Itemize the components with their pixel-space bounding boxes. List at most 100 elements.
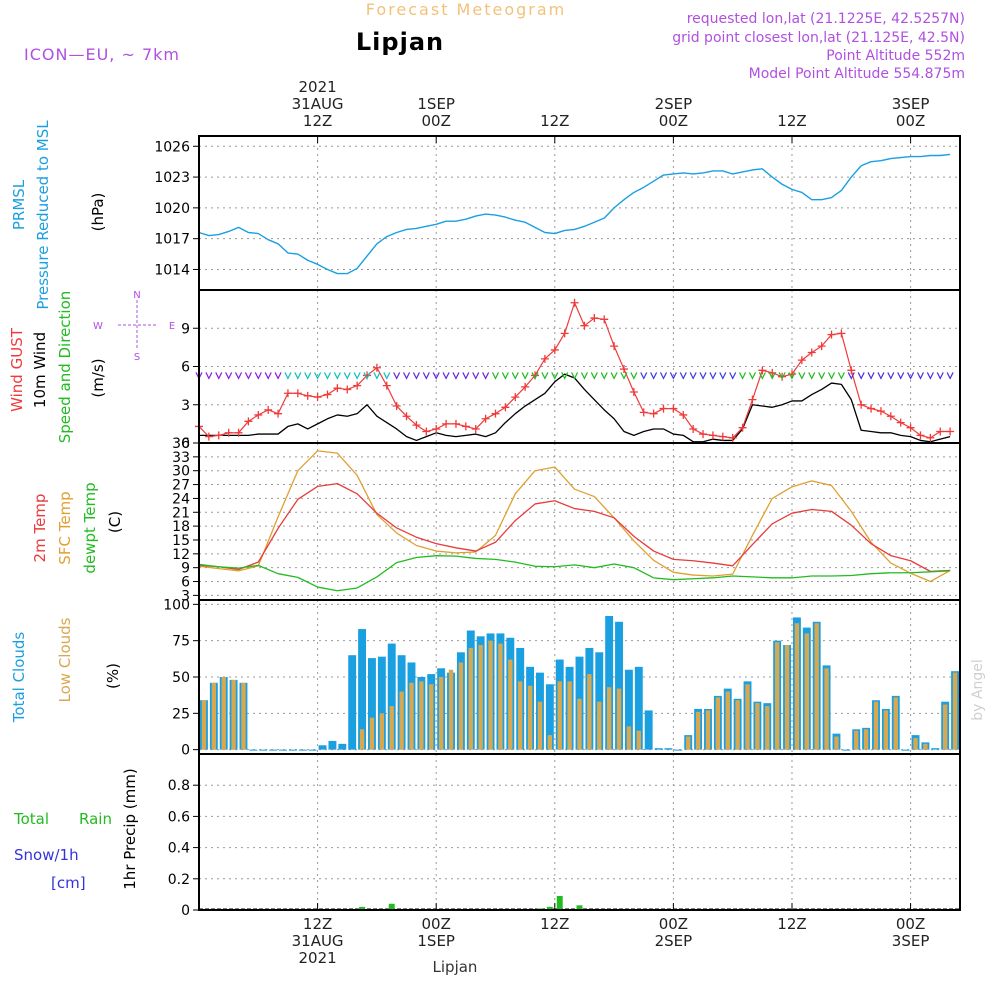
y-tick-label: 1014 xyxy=(154,262,190,278)
low-cloud-bar xyxy=(488,640,493,750)
wind-direction-arrow xyxy=(422,372,430,380)
top-time-label: 12Z xyxy=(303,112,332,130)
wind-direction-arrow xyxy=(521,372,529,380)
wind-direction-arrow xyxy=(818,372,826,380)
low-cloud-bar xyxy=(686,736,691,750)
t2m-label: 2m Temp xyxy=(31,494,49,563)
bottom-time-label: 12Z xyxy=(777,915,806,933)
wind-direction-arrow xyxy=(551,372,559,380)
gust-marker xyxy=(916,431,925,440)
low-cloud-bar xyxy=(774,642,780,750)
y-tick-label: 0.6 xyxy=(168,809,190,825)
bottom-time-label: 2SEP xyxy=(655,932,693,950)
bottom-time-label: 1SEP xyxy=(417,932,455,950)
wind-direction-arrow xyxy=(590,372,598,380)
y-tick-label: 25 xyxy=(172,706,190,722)
wind-direction-arrow xyxy=(788,372,796,380)
wind-direction-arrow xyxy=(323,372,332,380)
pressure-desc-label: Pressure Reduced to MSL xyxy=(34,120,52,310)
low-cloud-bar xyxy=(587,674,592,750)
total-clouds-label: Total Clouds xyxy=(10,632,28,724)
wind-direction-arrow xyxy=(837,372,845,380)
bottom-time-label: 00Z xyxy=(896,915,925,933)
wind-direction-arrow xyxy=(294,372,302,380)
wind-direction-arrow xyxy=(620,372,628,380)
y-tick-label: 12 xyxy=(172,547,190,563)
gust-marker xyxy=(402,412,411,421)
gust-marker xyxy=(669,404,678,413)
bottom-time-label: 2021 xyxy=(299,949,337,967)
top-time-label: 1SEP xyxy=(417,95,455,113)
y-tick-label: 0.2 xyxy=(168,872,190,888)
total-cloud-bar xyxy=(615,621,623,750)
low-cloud-bar xyxy=(784,645,790,750)
total-cloud-bar xyxy=(288,749,297,751)
temp-unit-label: (C) xyxy=(106,511,124,533)
gust-marker xyxy=(471,424,480,433)
wind-direction-arrow xyxy=(659,372,668,380)
total-cloud-bar xyxy=(387,643,396,750)
low-cloud-bar xyxy=(419,681,424,750)
total-cloud-bar xyxy=(338,743,347,750)
top-time-label: 00Z xyxy=(896,112,925,130)
gust-marker xyxy=(619,365,628,374)
y-tick-label: 1023 xyxy=(154,170,190,186)
gust-marker xyxy=(718,432,727,441)
wind-direction-arrow xyxy=(531,372,539,380)
low-cloud-bar xyxy=(913,738,918,750)
low-cloud-bar xyxy=(606,687,612,750)
wind-direction-arrow xyxy=(264,372,272,380)
gust-marker xyxy=(283,389,292,398)
wind-direction-arrow xyxy=(729,372,737,380)
point-altitude: Point Altitude 552m xyxy=(826,48,965,64)
gust-marker xyxy=(501,403,510,412)
gust-marker xyxy=(748,395,757,404)
y-tick-label: 0 xyxy=(181,436,190,452)
low-cloud-bar xyxy=(804,633,809,750)
wind-direction-arrow xyxy=(452,372,460,380)
gust-marker xyxy=(382,381,391,390)
station-title: Lipjan xyxy=(356,28,444,56)
gust-marker xyxy=(234,428,243,437)
wind-direction-arrow xyxy=(808,372,816,380)
wind-direction-arrow xyxy=(373,372,381,380)
y-tick-label: 1017 xyxy=(154,232,190,248)
y-tick-label: 3 xyxy=(181,398,190,414)
gust-marker xyxy=(679,410,688,419)
gust-marker xyxy=(570,298,579,307)
wind-direction-arrow xyxy=(353,372,361,380)
gust-marker xyxy=(343,385,352,394)
rain-bar xyxy=(388,903,395,910)
low-cloud-bar xyxy=(863,729,869,750)
bottom-time-label: 12Z xyxy=(540,915,569,933)
y-tick-label: 9 xyxy=(181,321,190,337)
low-cloud-bar xyxy=(873,701,879,750)
wind-direction-arrow xyxy=(640,372,648,380)
gust-marker xyxy=(807,348,816,357)
low-cloud-bar xyxy=(231,679,236,750)
wind-direction-arrow xyxy=(857,372,865,380)
gust-marker xyxy=(639,408,648,417)
gust-marker xyxy=(797,356,806,365)
wind-direction-arrow xyxy=(946,372,954,380)
top-time-label: 12Z xyxy=(777,112,806,130)
y-tick-label: 24 xyxy=(172,491,190,507)
low-cloud-bar xyxy=(201,700,207,750)
low-cloud-bar xyxy=(824,668,829,750)
wind-direction-arrow xyxy=(748,372,756,380)
gust-marker xyxy=(699,430,708,439)
snow-unit-label: [cm] xyxy=(51,874,86,892)
wind10-label: 10m Wind xyxy=(31,332,49,408)
low-cloud-bar xyxy=(537,701,543,750)
gust-marker xyxy=(728,433,737,442)
low-cloud-bar xyxy=(893,697,898,750)
low-cloud-bar xyxy=(952,672,958,750)
gust-marker xyxy=(936,427,945,436)
low-cloud-bar xyxy=(468,647,473,750)
gust-marker xyxy=(540,354,549,363)
gust-label: Wind GUST xyxy=(8,327,26,412)
wind-10m-line xyxy=(199,373,951,443)
low-cloud-bar xyxy=(211,682,216,750)
total-cloud-bar xyxy=(545,684,554,750)
